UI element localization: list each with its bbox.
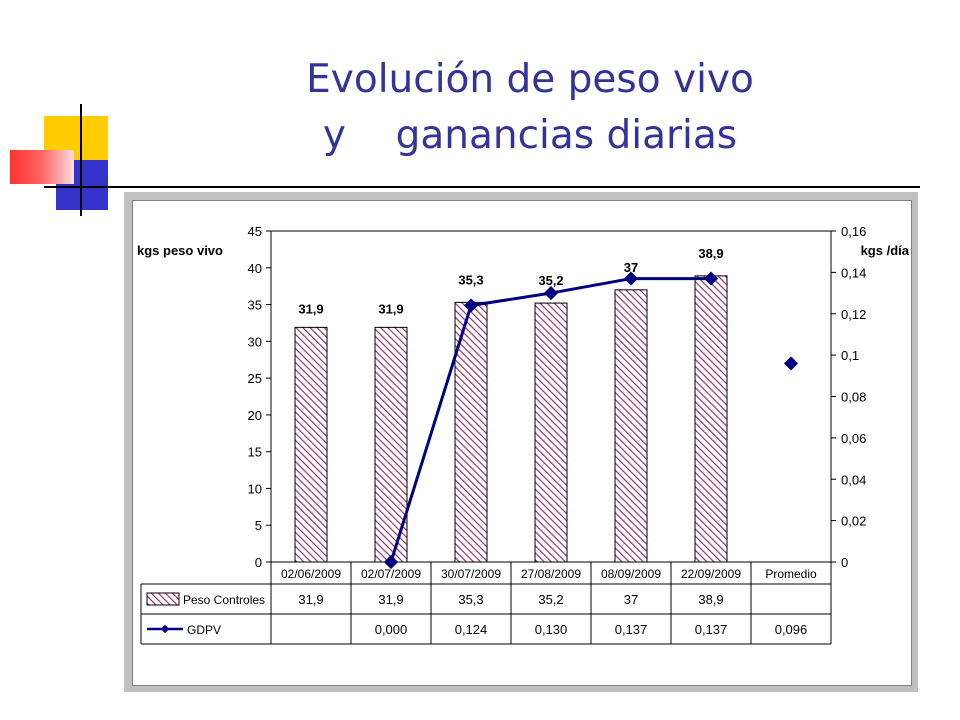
x-tick-label: Promedio	[765, 567, 817, 581]
y-tick-label: 10	[248, 481, 262, 496]
slide-title: Evolución de peso vivo y ganancias diari…	[200, 52, 860, 164]
y2-tick-label: 0,04	[841, 472, 866, 487]
table-cell: 37	[624, 592, 638, 607]
table-cell: 31,9	[378, 592, 403, 607]
table-cell: 35,3	[458, 592, 483, 607]
y2-tick-label: 0,16	[841, 224, 866, 239]
y-tick-label: 25	[248, 371, 262, 386]
gdpv-point	[623, 271, 639, 286]
x-tick-label: 27/08/2009	[521, 567, 581, 581]
deco-red-square	[10, 150, 74, 184]
table-cell: 0,130	[535, 622, 568, 637]
bar-data-label: 37	[624, 260, 638, 275]
bar	[294, 326, 328, 563]
legend-swatch-marker	[160, 624, 170, 634]
y-tick-label: 0	[255, 555, 262, 570]
title-line-2: y ganancias diarias	[322, 113, 738, 158]
y2-tick-label: 0	[841, 555, 848, 570]
chart-area: 0 5 10 15 20 25 30 35 40 45 0 0,02 0,04 0,06 0,08 0,1 0,…	[132, 200, 912, 686]
x-tick-label: 02/06/2009	[281, 567, 341, 581]
gdpv-point	[543, 285, 559, 301]
table-cell: 0,137	[695, 622, 728, 637]
legend-label-line: GDPV	[187, 623, 221, 637]
y-tick-label: 5	[255, 518, 262, 533]
deco-horizontal-line	[44, 186, 920, 188]
bar-data-label: 35,3	[458, 272, 483, 287]
y-tick-label: 30	[248, 334, 262, 349]
bar	[694, 275, 728, 563]
gdpv-point	[383, 554, 399, 570]
y2-tick-label: 0,14	[841, 265, 866, 280]
y-tick-label: 45	[248, 224, 262, 239]
bar-data-label: 38,9	[698, 246, 723, 261]
gdpv-point	[463, 298, 479, 313]
x-tick-label: 02/07/2009	[361, 567, 421, 581]
bar-data-label: 31,9	[378, 301, 403, 316]
table-cell: 0,137	[615, 622, 648, 637]
bar-data-label: 35,2	[538, 273, 563, 288]
table-cell: 38,9	[698, 592, 723, 607]
y-axis-title: kgs peso vivo	[137, 243, 223, 258]
x-tick-label: 08/09/2009	[601, 567, 661, 581]
gdpv-point	[783, 356, 799, 371]
y-tick-label: 15	[248, 445, 262, 460]
table-cell: 0,124	[455, 622, 488, 637]
bar-data-label: 31,9	[298, 301, 323, 316]
bar	[454, 301, 488, 563]
y2-tick-label: 0,02	[841, 514, 866, 529]
table-cell: 35,2	[538, 592, 563, 607]
y2-axis-title: kgs /día	[861, 243, 910, 258]
table-cell: 0,096	[775, 622, 808, 637]
gdpv-point	[703, 271, 719, 286]
x-tick-label: 30/07/2009	[441, 567, 501, 581]
bar	[614, 289, 648, 563]
x-tick-label: 22/09/2009	[681, 567, 741, 581]
legend-swatch-bars	[146, 592, 180, 606]
y2-tick-label: 0,06	[841, 431, 866, 446]
combo-chart: 0 5 10 15 20 25 30 35 40 45 0 0,02 0,04 0,06 0,08 0,1 0,…	[137, 224, 910, 645]
deco-vertical-line	[80, 104, 82, 216]
table-cell: 0,000	[375, 622, 408, 637]
y2-tick-label: 0,08	[841, 390, 866, 405]
bar	[534, 302, 568, 563]
y2-tick-label: 0,12	[841, 307, 866, 322]
y2-tick-label: 0,1	[841, 348, 859, 363]
legend-label-bars: Peso Controles	[183, 593, 265, 607]
title-line-1: Evolución de peso vivo	[306, 57, 754, 102]
y-tick-label: 35	[248, 298, 262, 313]
y-tick-label: 20	[248, 408, 262, 423]
y-tick-label: 40	[248, 261, 262, 276]
table-cell: 31,9	[298, 592, 323, 607]
